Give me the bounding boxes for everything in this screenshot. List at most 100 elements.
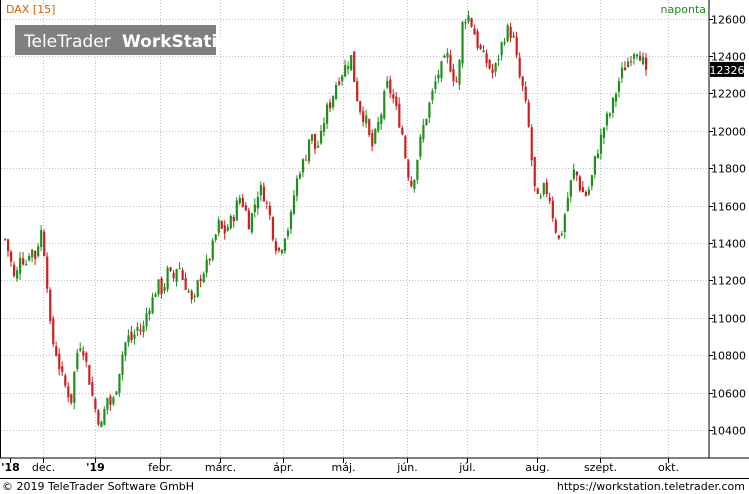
candle-body xyxy=(569,180,572,197)
candle-body xyxy=(310,134,314,141)
candle-body xyxy=(286,230,290,237)
candle-body xyxy=(67,386,70,398)
x-tick-label: '19 xyxy=(86,461,105,474)
candle-body xyxy=(109,396,112,405)
candle-body xyxy=(524,86,527,101)
candle-body xyxy=(100,421,103,428)
candle-body xyxy=(377,121,380,131)
candle-body xyxy=(572,169,575,179)
candle-body xyxy=(19,257,22,274)
candle-body xyxy=(548,197,551,202)
candle-body xyxy=(326,104,329,124)
y-tick-label: 11400 xyxy=(711,238,746,251)
candle-body xyxy=(166,267,169,290)
candle-body xyxy=(79,348,82,351)
candle-body xyxy=(452,69,455,82)
candle-body xyxy=(313,133,317,149)
y-axis-ticks: 10400 10600 10800 11000 11200 11400 11600 11800… xyxy=(709,14,746,438)
candle-body xyxy=(443,55,446,58)
candle-body xyxy=(602,127,606,138)
candle-body xyxy=(133,334,136,339)
candle-body xyxy=(175,269,178,282)
candle-body xyxy=(103,409,106,425)
candle-body xyxy=(112,397,115,404)
candle-body xyxy=(280,249,284,254)
candle-body xyxy=(476,31,479,48)
candle-body xyxy=(52,318,55,345)
candle-body xyxy=(590,175,594,187)
candle-body xyxy=(37,246,40,257)
candle-body xyxy=(515,37,518,56)
candle-body xyxy=(632,54,636,59)
candles xyxy=(4,10,648,428)
candle-body xyxy=(626,61,630,68)
candle-body xyxy=(169,267,172,271)
candle-body xyxy=(307,139,311,162)
candle-body xyxy=(193,295,196,297)
candle-body xyxy=(130,331,133,341)
candle-body xyxy=(551,200,554,219)
candle-body xyxy=(521,76,524,87)
candle-body xyxy=(404,136,407,158)
candle-body xyxy=(560,233,563,236)
candle-body xyxy=(289,211,293,230)
x-tick-label: febr. xyxy=(148,461,173,474)
candle-body xyxy=(353,51,356,82)
y-tick-label: 10600 xyxy=(711,388,746,401)
candle-body xyxy=(304,159,308,161)
candle-body xyxy=(554,220,557,233)
candle-body xyxy=(94,398,97,410)
candle-body xyxy=(82,350,85,356)
candle-body xyxy=(187,290,190,292)
x-tick-label: ápr. xyxy=(273,461,294,474)
candle-body xyxy=(464,21,467,24)
candle-body xyxy=(10,251,13,262)
candle-body xyxy=(536,188,539,194)
watermark-box xyxy=(15,25,216,55)
candle-body xyxy=(638,55,642,61)
candle-body xyxy=(142,325,145,333)
candle-body xyxy=(506,25,509,42)
last-price-badge-box xyxy=(710,61,744,77)
candle-body xyxy=(226,227,229,231)
candle-body xyxy=(127,335,130,343)
candle-body xyxy=(530,127,533,161)
candle-body xyxy=(584,191,588,196)
candle-body xyxy=(46,256,49,289)
candle-body xyxy=(332,95,335,108)
candle-body xyxy=(274,241,278,252)
candle-body xyxy=(335,85,338,99)
candle-body xyxy=(518,57,521,77)
candle-body xyxy=(250,213,253,233)
candle-body xyxy=(608,113,612,116)
candle-body xyxy=(34,250,37,259)
grid-lines xyxy=(1,0,708,458)
candle-body xyxy=(301,159,305,173)
candle-body xyxy=(211,240,214,260)
candle-body xyxy=(238,198,241,204)
watermark-brand: TeleTrader xyxy=(23,32,111,52)
candle-body xyxy=(473,28,476,35)
candle-body xyxy=(163,286,166,291)
candle-body xyxy=(617,81,621,92)
candle-body xyxy=(512,35,515,38)
candle-body xyxy=(235,200,238,221)
y-tick-label: 12000 xyxy=(711,126,746,139)
candle-body xyxy=(148,310,151,315)
candle-body xyxy=(22,258,25,265)
candle-body xyxy=(283,238,287,252)
y-tick-label: 10400 xyxy=(711,425,746,438)
candle-body xyxy=(470,18,473,27)
candle-body xyxy=(371,133,374,147)
candle-body xyxy=(491,69,494,74)
candle-body xyxy=(398,103,401,128)
candle-body xyxy=(437,74,440,79)
candle-body xyxy=(623,67,627,71)
candle-body xyxy=(557,235,560,239)
candle-body xyxy=(160,278,163,294)
candle-body xyxy=(178,268,181,270)
candle-body xyxy=(199,278,202,281)
candle-body xyxy=(241,197,244,207)
candle-body xyxy=(88,365,91,385)
candle-body xyxy=(645,57,648,70)
